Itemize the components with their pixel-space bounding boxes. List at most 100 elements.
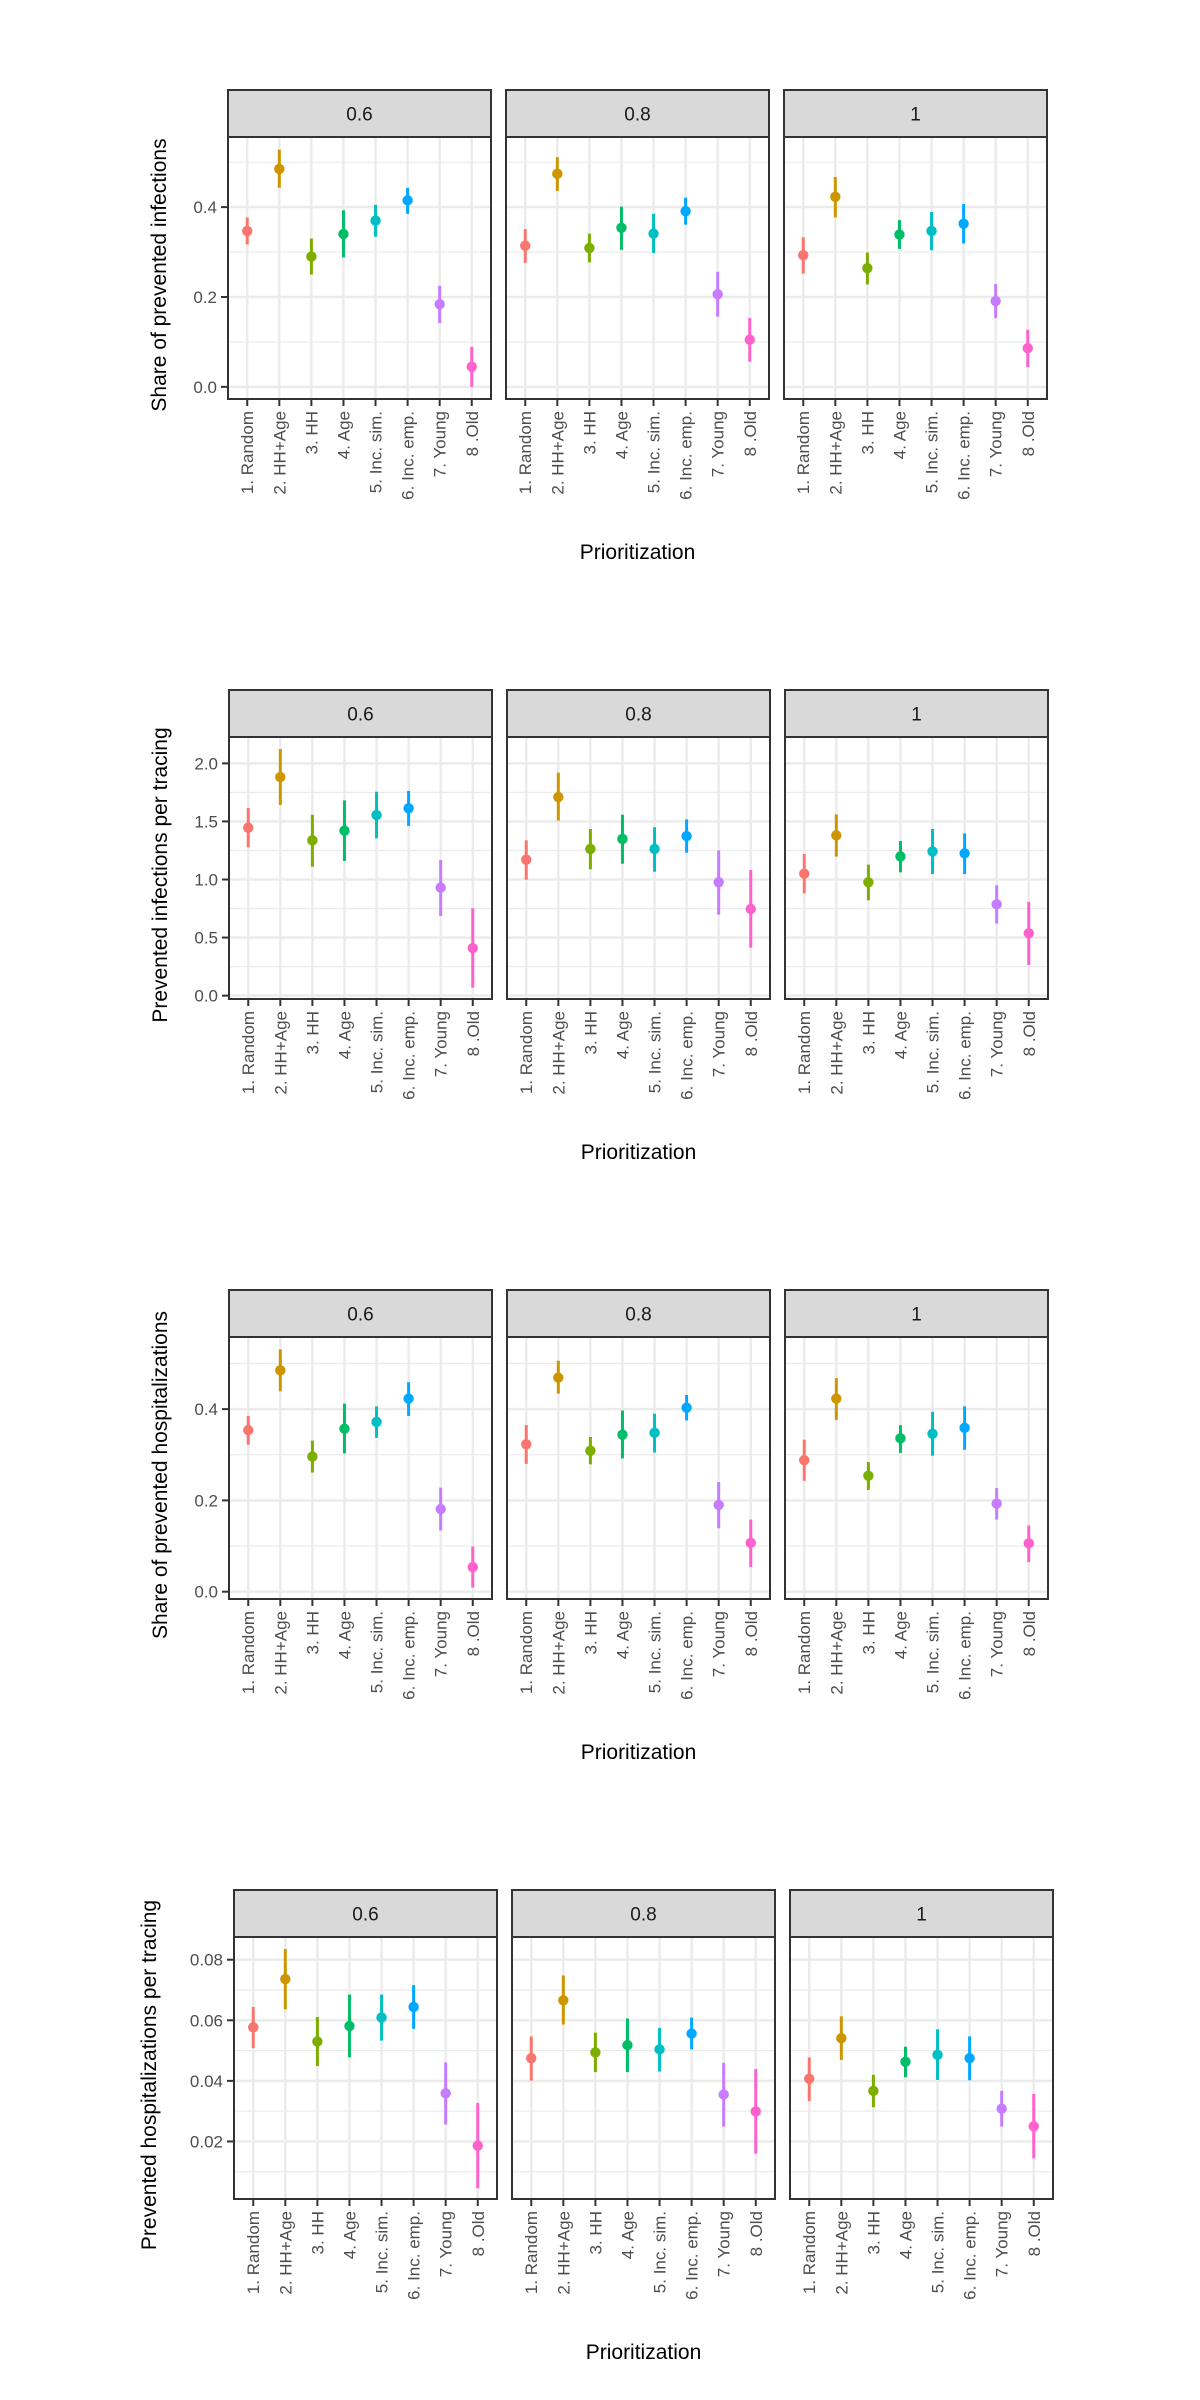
- x-tick-label: 1. Random: [239, 1611, 258, 1694]
- data-point: [617, 1429, 628, 1440]
- panel-1: 1 1. Random 2. HH+Age 3. HH 4. Age 5. Inc. si…: [783, 89, 1048, 500]
- x-tick-label: 5. Inc. sim.: [368, 1011, 387, 1093]
- x-tick-label: 4. Age: [891, 1611, 910, 1659]
- y-tick-label: 1.0: [194, 870, 218, 889]
- x-tick-label: 6. Inc. emp.: [400, 1011, 419, 1100]
- x-tick-label: 8 .Old: [742, 1011, 761, 1056]
- x-axis-title: Prioritization: [586, 2341, 702, 2364]
- x-tick-label: 4. Age: [612, 411, 631, 459]
- x-tick-label: 8 .Old: [1020, 1011, 1039, 1056]
- panel-background: [229, 1337, 492, 1599]
- data-point: [649, 1427, 660, 1439]
- panel-background: [507, 737, 770, 999]
- facet-strip: [227, 89, 492, 138]
- x-tick-label: 6. Inc. emp.: [678, 1611, 697, 1700]
- data-point: [590, 2047, 601, 2058]
- facet-strip: [783, 89, 1048, 138]
- x-tick-label: 7. Young: [431, 411, 450, 477]
- x-tick-label: 3. HH: [581, 1011, 600, 1054]
- panel-background: [234, 1937, 497, 2199]
- data-point: [895, 1433, 906, 1444]
- x-tick-label: 1. Random: [795, 1011, 814, 1094]
- y-tick-label: 0.0: [193, 378, 217, 397]
- data-point: [434, 298, 445, 310]
- data-point: [959, 1422, 970, 1434]
- data-point: [371, 1416, 382, 1428]
- y-tick-label: 0.2: [193, 288, 217, 307]
- x-tick-label: 7. Young: [715, 2211, 734, 2277]
- data-point: [521, 1439, 532, 1450]
- panel-0.8: 0.8 1. Random 2. HH+Age 3. HH 4. Age 5. Inc. …: [506, 1289, 771, 1700]
- x-tick-label: 3. HH: [859, 1011, 878, 1054]
- chart-1: 0.6 1. Random 2. HH+Age 3. HH 4. Age 5. Inc. …: [148, 89, 1048, 564]
- panel-0.8: 0.8 1. Random 2. HH+Age 3. HH 4. Age 5. Inc. …: [505, 89, 770, 500]
- data-point: [996, 2103, 1007, 2114]
- x-tick-label: 5. Inc. sim.: [651, 2211, 670, 2293]
- data-point: [927, 846, 938, 857]
- data-point: [831, 830, 842, 841]
- data-point: [959, 848, 970, 859]
- facet-strip-label: 0.8: [630, 1905, 656, 1926]
- x-tick-label: 7. Young: [988, 1611, 1007, 1677]
- x-tick-label: 1. Random: [239, 1011, 258, 1094]
- data-point: [339, 825, 350, 836]
- panel-0.6: 0.6 1. Random 2. HH+Age 3. HH 4. Age 5. Inc. …: [194, 1289, 493, 1700]
- x-tick-label: 2. HH+Age: [276, 2211, 295, 2295]
- x-tick-label: 4. Age: [618, 2211, 637, 2259]
- data-point: [680, 205, 691, 217]
- data-point: [831, 1393, 842, 1404]
- x-tick-label: 8 .Old: [469, 2211, 488, 2256]
- x-tick-label: 4. Age: [613, 1611, 632, 1659]
- data-point: [243, 1424, 254, 1436]
- y-tick-label: 0.04: [190, 2072, 223, 2091]
- y-tick-label: 0.06: [190, 2011, 223, 2030]
- data-point: [932, 2049, 943, 2061]
- x-tick-label: 3. HH: [303, 1011, 322, 1054]
- y-axis-title: Prevented infections per tracing: [149, 727, 172, 1022]
- x-tick-label: 2. HH+Age: [549, 1011, 568, 1095]
- y-tick-label: 0.08: [190, 1951, 223, 1970]
- data-point: [472, 2140, 483, 2151]
- x-tick-label: 3. HH: [580, 411, 599, 454]
- facet-strip: [789, 1889, 1054, 1938]
- facet-strip-label: 0.6: [347, 1305, 373, 1326]
- x-tick-label: 1. Random: [795, 1611, 814, 1694]
- data-point: [408, 2001, 419, 2013]
- data-point: [435, 1503, 446, 1515]
- data-point: [681, 830, 692, 842]
- x-tick-label: 5. Inc. sim.: [924, 1611, 943, 1693]
- x-tick-label: 2. HH+Age: [548, 411, 567, 495]
- x-tick-label: 2. HH+Age: [832, 2211, 851, 2295]
- data-point: [991, 899, 1002, 910]
- panel-background: [790, 1937, 1053, 2199]
- data-point: [467, 1561, 478, 1573]
- data-point: [798, 249, 809, 261]
- data-point: [964, 2052, 975, 2064]
- facet-strip: [228, 1289, 493, 1338]
- x-tick-label: 8 .Old: [742, 1611, 761, 1656]
- x-tick-label: 2. HH+Age: [549, 1611, 568, 1695]
- panel-1: 1 1. Random 2. HH+Age 3. HH 4. Age 5. Inc. si…: [789, 1889, 1054, 2300]
- data-point: [243, 822, 254, 833]
- x-tick-label: 8 .Old: [464, 1011, 483, 1056]
- y-tick-label: 0.0: [194, 987, 218, 1006]
- y-tick-label: 0.4: [194, 1400, 218, 1419]
- x-tick-label: 3. HH: [586, 2211, 605, 2254]
- x-tick-label: 8 .Old: [464, 1611, 483, 1656]
- data-point: [895, 851, 906, 862]
- x-tick-label: 1. Random: [238, 411, 257, 494]
- data-point: [616, 222, 627, 233]
- panel-1: 1 1. Random 2. HH+Age 3. HH 4. Age 5. Inc. si…: [784, 1289, 1049, 1700]
- y-tick-label: 0.2: [194, 1491, 218, 1510]
- data-point: [713, 877, 724, 888]
- data-point: [275, 1365, 286, 1376]
- data-point: [466, 361, 477, 372]
- y-tick-label: 1.5: [194, 812, 218, 831]
- x-tick-label: 5. Inc. sim.: [367, 411, 386, 493]
- x-tick-label: 6. Inc. emp.: [678, 1011, 697, 1100]
- x-tick-label: 5. Inc. sim.: [645, 411, 664, 493]
- data-point: [868, 2085, 879, 2097]
- x-tick-label: 8 .Old: [1019, 411, 1038, 456]
- data-point: [991, 1498, 1002, 1509]
